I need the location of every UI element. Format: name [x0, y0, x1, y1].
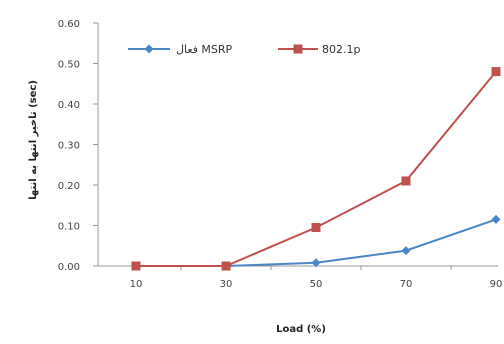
y-axis: 0.00 0.10 0.20 0.30 0.40 0.50 0.60: [58, 19, 99, 273]
y-tick-label: 0.30: [58, 141, 80, 152]
x-tick-label: 50: [310, 279, 323, 290]
y-tick-label: 0.60: [58, 19, 80, 30]
data-point: [311, 223, 321, 233]
data-point: [221, 261, 231, 271]
y-axis-label: تاخیر انتها به انتها (sec): [28, 80, 39, 200]
data-point: [401, 246, 411, 256]
legend-marker-8021p: [293, 44, 303, 54]
legend: فعال MSRP 802.1p: [128, 43, 360, 56]
x-tick-label: 90: [490, 279, 503, 290]
y-tick-label: 0.50: [58, 60, 80, 71]
y-tick-label: 0.00: [58, 262, 80, 273]
data-point: [131, 261, 141, 271]
x-axis: 10 30 50 70 90: [98, 265, 503, 290]
data-point: [491, 214, 501, 224]
x-tick-label: 10: [130, 279, 143, 290]
data-point: [491, 67, 501, 77]
x-axis-label: Load (%): [276, 324, 326, 335]
x-tick-label: 70: [400, 279, 413, 290]
series-line-1: [136, 70, 497, 267]
data-point: [401, 176, 411, 186]
y-tick-label: 0.20: [58, 181, 80, 192]
legend-marker-msrp: [144, 44, 154, 54]
legend-label-msrp: فعال MSRP: [176, 43, 233, 56]
x-tick-label: 30: [220, 279, 233, 290]
data-point: [311, 258, 321, 268]
legend-label-8021p: 802.1p: [322, 43, 360, 56]
series-group: [131, 67, 501, 271]
y-tick-label: 0.10: [58, 222, 80, 233]
y-tick-label: 0.40: [58, 100, 80, 111]
